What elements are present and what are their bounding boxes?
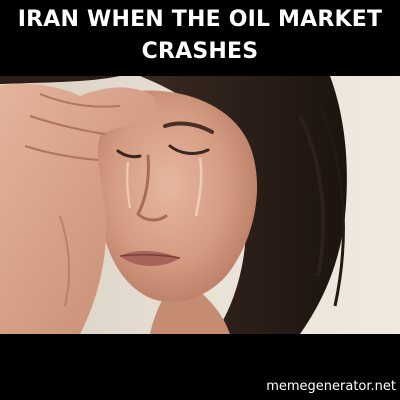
watermark: memegenerator.net [266,379,396,394]
caption-line-1: IRAN WHEN THE OIL MARKET [17,7,383,32]
meme-caption: IRAN WHEN THE OIL MARKET CRASHES [0,4,400,68]
crying-woman-photo [0,76,400,334]
caption-line-2: CRASHES [141,39,259,64]
